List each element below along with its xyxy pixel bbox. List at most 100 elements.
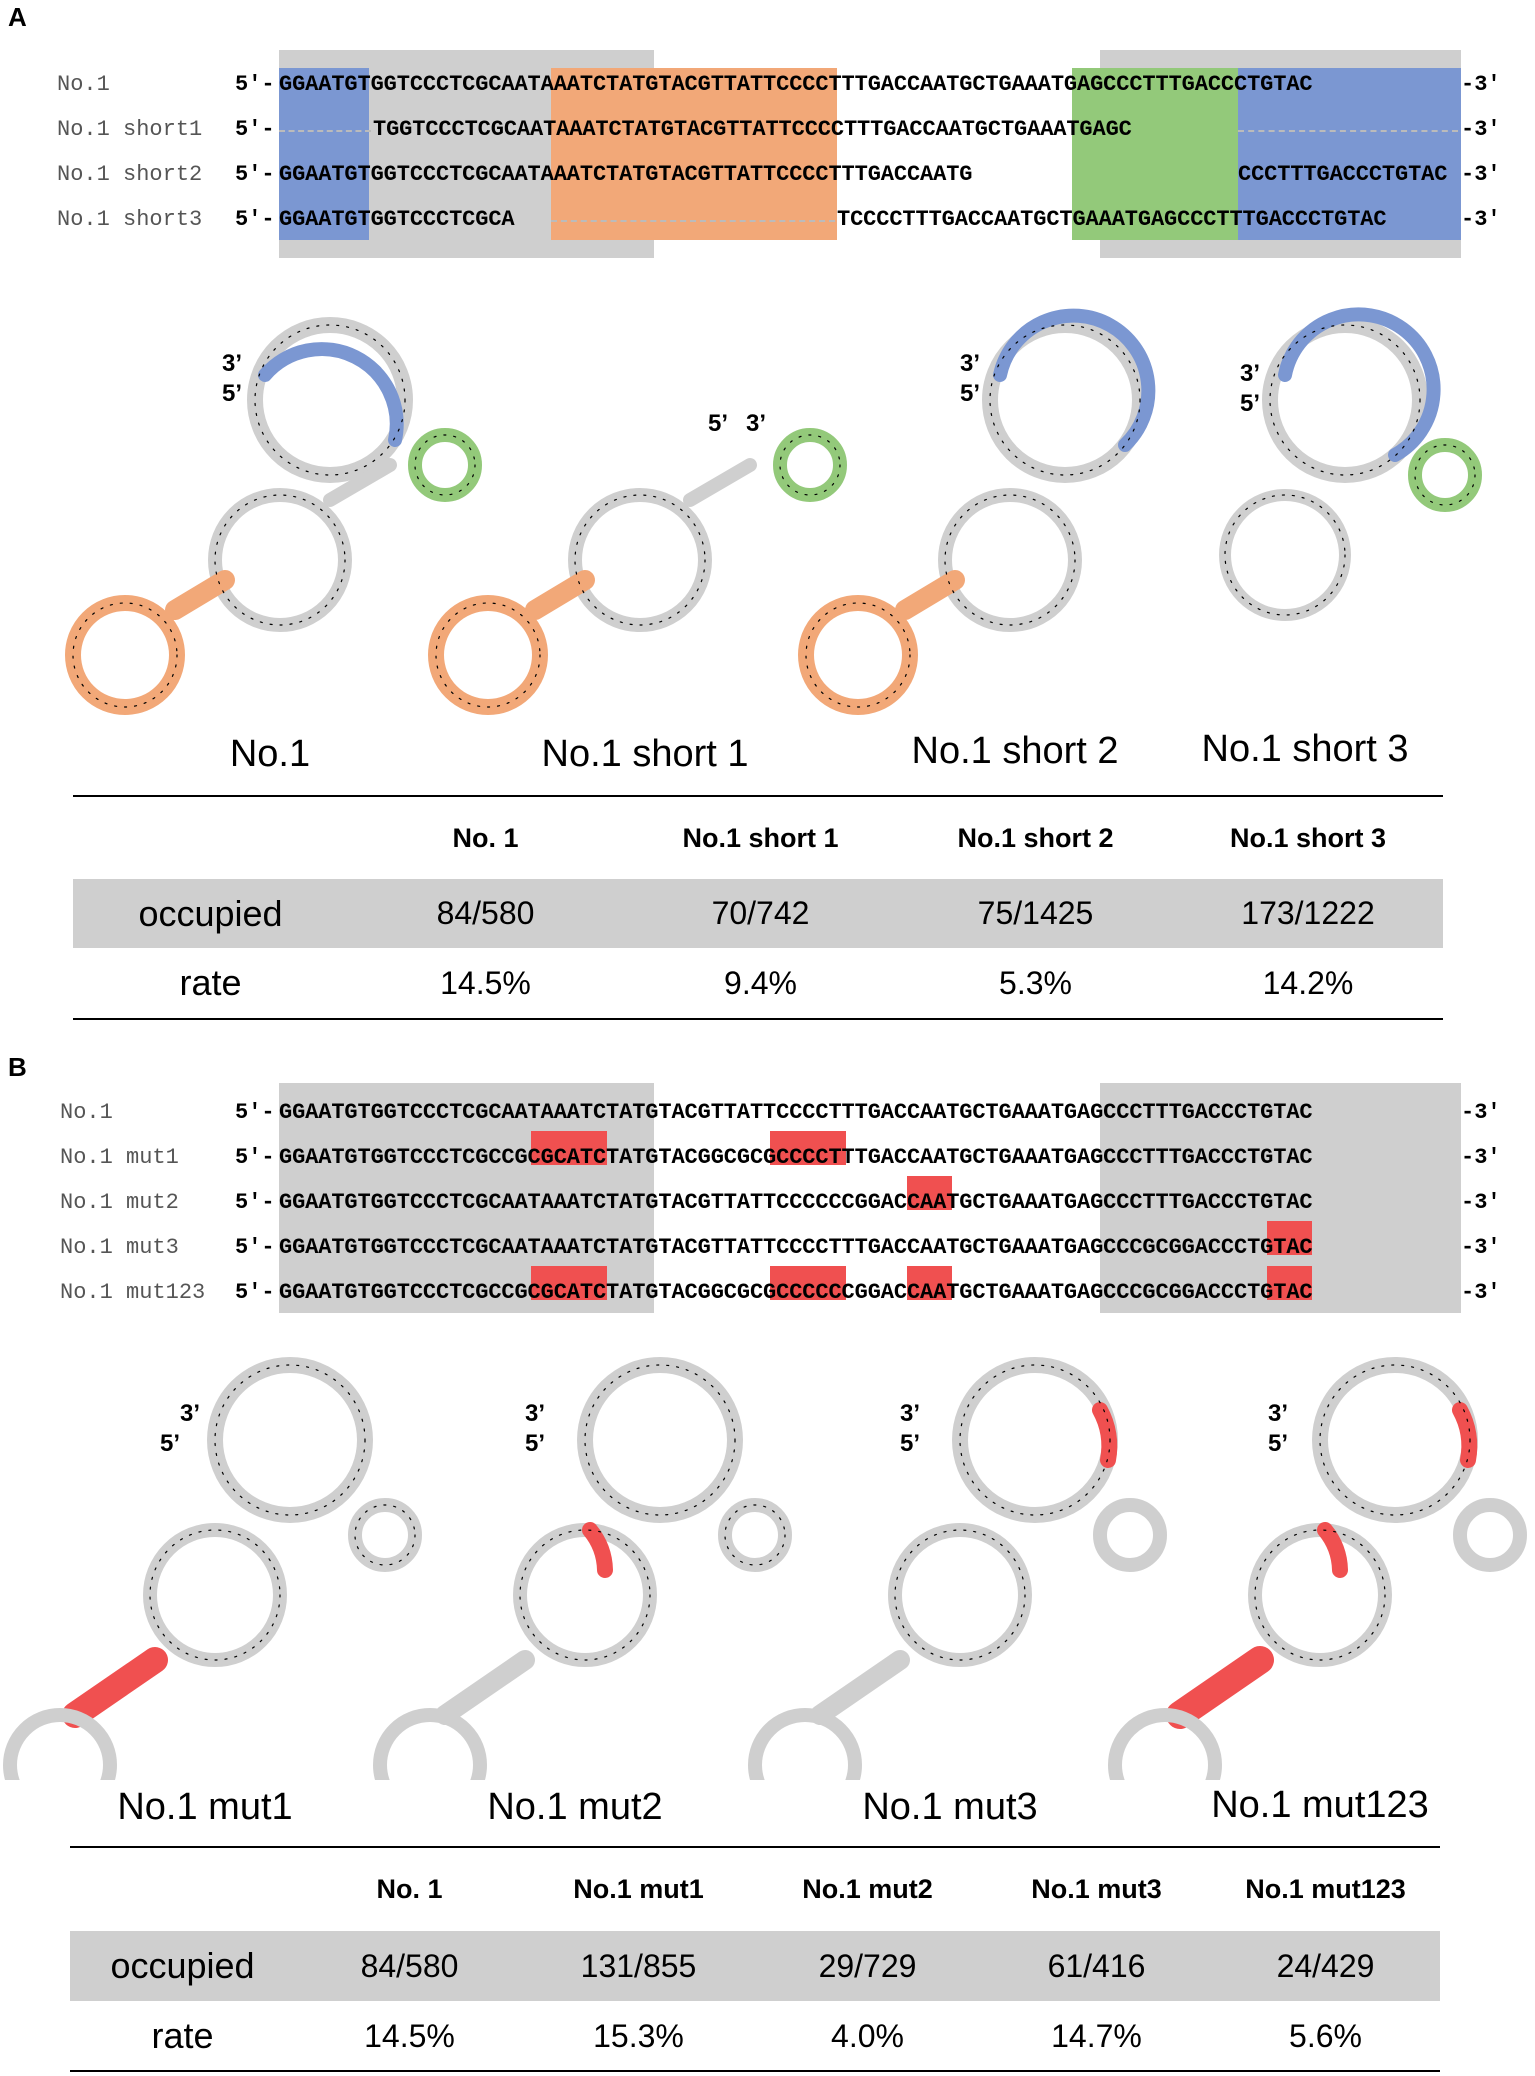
sequence: GGAATGTGGTCCCTCGCA	[279, 207, 515, 232]
structure-title: No.1	[229, 733, 311, 775]
structure-no1	[65, 317, 482, 715]
table-cell: 24/429	[1276, 1947, 1375, 1984]
seq-prefix: 5′-	[235, 1280, 275, 1305]
table-cell: 14.5%	[440, 964, 531, 1001]
table-cell: 84/580	[436, 895, 535, 931]
row-label: occupied	[138, 892, 283, 934]
table-top-rule	[70, 1846, 1440, 1848]
five-prime-label: 5’	[900, 1430, 921, 1457]
table-cell: 70/742	[711, 895, 810, 931]
mutation-box	[531, 1266, 607, 1300]
three-prime-label: 3’	[180, 1400, 201, 1427]
blue-region-a2	[1238, 68, 1461, 240]
table-cell: 14.7%	[1051, 2017, 1142, 2054]
table-header: No. 1	[376, 1874, 443, 1904]
three-prime-label: 3’	[960, 350, 981, 377]
table-header: No.1 short 2	[957, 822, 1114, 853]
blue-region-a1	[279, 68, 369, 240]
seq-name: No.1 mut3	[60, 1235, 179, 1260]
table-row: rate 14.5% 9.4% 5.3% 14.2%	[73, 948, 1443, 1018]
row-label: rate	[151, 2015, 214, 2056]
table-header: No. 1	[452, 822, 519, 853]
panel-a-label: A	[8, 2, 27, 32]
structure-short3	[1219, 307, 1482, 621]
seq-suffix: -3′	[1461, 1280, 1501, 1305]
sequence: GGAATGTGGTCCCTCGCAATAAATCTATGTACGTTATTCC…	[279, 1190, 1313, 1215]
secondary-structures-a	[65, 307, 1482, 715]
mutation-box	[907, 1266, 952, 1300]
five-prime-label: 5’	[960, 380, 981, 407]
table-bottom-rule	[73, 1018, 1443, 1020]
seq-name: No.1 mut2	[60, 1190, 179, 1215]
row-label: rate	[179, 962, 242, 1003]
seq-prefix: 5′-	[235, 1235, 275, 1260]
table-cell: 15.3%	[593, 2017, 684, 2054]
secondary-structures-b	[3, 1357, 1527, 1780]
seq-suffix: -3′	[1461, 72, 1501, 97]
structure-title: No.1 mut1	[117, 1786, 293, 1828]
sequence: CCCTTTGACCCTGTAC	[1238, 162, 1448, 187]
deletion-dash	[551, 220, 835, 222]
structure-short1	[428, 428, 847, 715]
table-header: No.1 short 3	[1229, 822, 1387, 853]
structure-title: No.1 short 2	[911, 730, 1119, 772]
seq-suffix: -3′	[1461, 1145, 1501, 1170]
orange-region-a	[551, 68, 837, 240]
table-cell: 84/580	[360, 1947, 459, 1984]
seq-suffix: -3′	[1461, 1235, 1501, 1260]
mutation-box	[770, 1131, 846, 1165]
table-row: rate 14.5% 15.3% 4.0% 14.7% 5.6%	[70, 2001, 1440, 2071]
deletion-dash	[279, 130, 371, 132]
table-bottom-rule	[70, 2070, 1440, 2072]
sequence: TGGTCCCTCGCAATAAATCTATGTACGTTATTCCCCTTTG…	[373, 117, 1132, 142]
table-header: No.1 mut123	[1245, 1874, 1406, 1904]
sequence: GGAATGTGGTCCCTCGCAATAAATCTATGTACGTTATTCC…	[279, 1235, 1313, 1260]
seq-name: No.1 short2	[57, 162, 203, 187]
seq-name: No.1 mut1	[60, 1145, 179, 1170]
table-cell: 131/855	[580, 1947, 697, 1984]
seq-name: No.1 mut123	[60, 1280, 206, 1305]
seq-suffix: -3′	[1461, 1100, 1501, 1125]
seq-prefix: 5′-	[235, 1100, 275, 1125]
structure-mut3	[748, 1357, 1167, 1780]
deletion-dash	[1238, 130, 1458, 132]
structure-title: No.1 short 1	[541, 733, 749, 775]
seq-prefix: 5′-	[235, 207, 275, 232]
table-cell: 61/416	[1047, 1947, 1146, 1984]
five-prime-label: 5’	[1268, 1430, 1289, 1457]
structure-mut123	[1108, 1357, 1527, 1780]
five-prime-label: 5’	[222, 380, 243, 407]
results-table-b: No. 1 No.1 mut1 No.1 mut2 No.1 mut3 No.1…	[70, 1848, 1440, 2071]
structure-mut1	[3, 1357, 422, 1780]
seq-name: No.1	[60, 1100, 113, 1125]
mutation-box	[531, 1131, 607, 1165]
structure-short2	[798, 308, 1156, 715]
table-cell: 173/1222	[1241, 895, 1375, 931]
table-header: No.1 mut2	[802, 1874, 933, 1904]
seq-name: No.1 short1	[57, 117, 203, 142]
table-cell: 14.2%	[1262, 964, 1354, 1001]
table-cell: 9.4%	[724, 964, 797, 1001]
three-prime-label: 3’	[1240, 360, 1261, 387]
row-label: occupied	[110, 1945, 255, 1986]
five-prime-label: 5’	[160, 1430, 181, 1457]
structure-title: No.1 mut3	[862, 1786, 1038, 1828]
table-cell: 29/729	[818, 1947, 917, 1984]
table-row: occupied 84/580 131/855 29/729 61/416 24…	[70, 1931, 1440, 2001]
green-region-a	[1072, 68, 1238, 240]
mutation-box	[1267, 1266, 1312, 1300]
seq-prefix: 5′-	[235, 117, 275, 142]
five-prime-label: 5’	[1240, 390, 1261, 417]
mutation-box	[770, 1266, 846, 1300]
table-cell: 4.0%	[831, 2017, 904, 2054]
seq-suffix: -3′	[1461, 162, 1501, 187]
seq-suffix: -3′	[1461, 1190, 1501, 1215]
three-prime-label: 3’	[222, 350, 243, 377]
sequence: GGAATGTGGTCCCTCGCCGCGCATCTATGTACGGCGCGCC…	[279, 1280, 1313, 1305]
table-cell: 75/1425	[977, 895, 1094, 931]
structure-title: No.1 short 3	[1201, 728, 1409, 770]
structure-title: No.1 mut123	[1211, 1784, 1429, 1826]
mutation-box	[907, 1176, 952, 1210]
sequence: GGAATGTGGTCCCTCGCAATAAATCTATGTACGTTATTCC…	[279, 1100, 1313, 1125]
three-prime-label: 3’	[900, 1400, 921, 1427]
